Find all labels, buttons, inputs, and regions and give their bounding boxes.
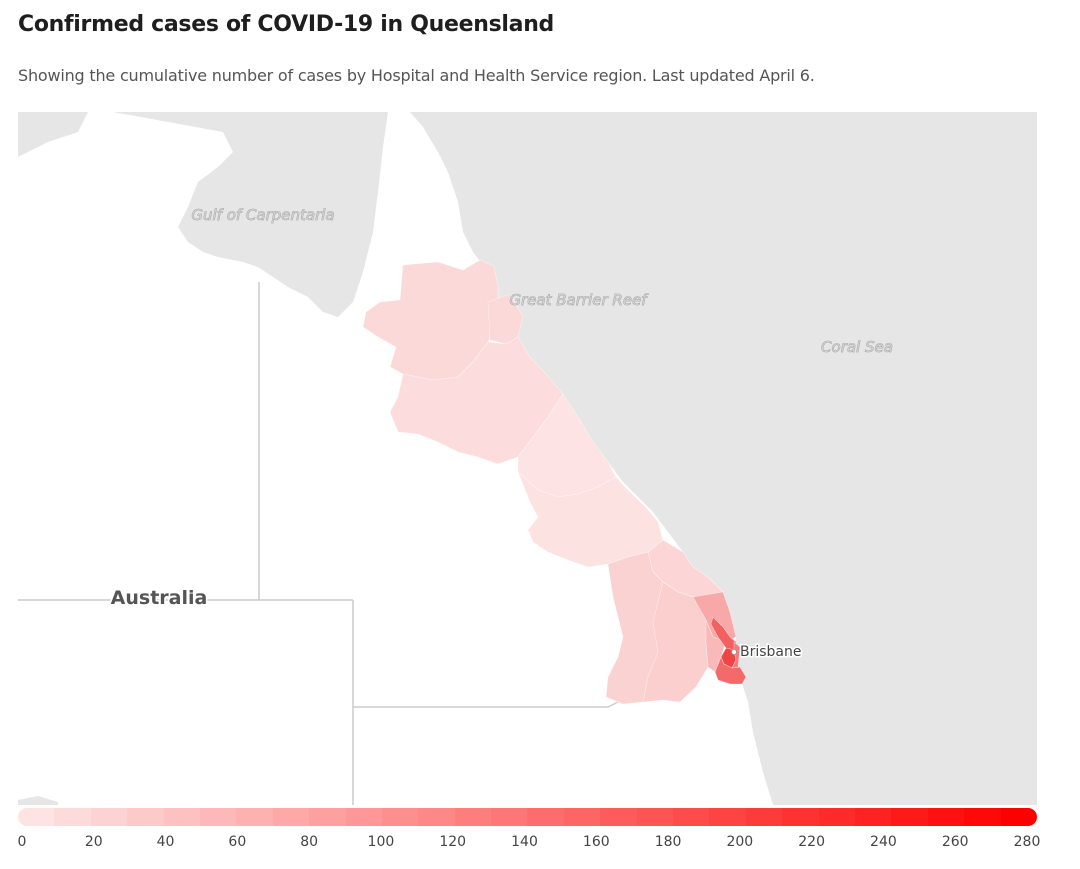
legend-segment [563,808,601,826]
water-top-left [18,112,88,157]
label-coral-sea: Coral Sea [821,338,893,356]
legend-segment [636,808,674,826]
legend-segment [236,808,273,826]
legend-segment [1000,808,1037,826]
legend-segment [272,808,310,826]
legend-segment [600,808,637,826]
legend-tick-label: 40 [156,834,175,850]
legend-tick-label: 60 [228,834,247,850]
label-great-barrier-reef: Great Barrier Reef [509,291,649,309]
legend-tick-label: 180 [654,834,682,850]
color-legend: 0 20 40 60 80 100 120 140 160 180 200 220 240 260 280 [18,808,1040,850]
legend-segment [54,808,91,826]
label-brisbane: Brisbane [740,644,802,660]
legend-tick-label: 20 [84,834,103,850]
legend-tick-label: 0 [17,834,27,850]
legend-tick-label: 280 [1013,834,1041,850]
region-gold-coast[interactable] [714,656,747,685]
water-bottom-left [18,796,58,805]
legend-tick-label: 160 [582,834,610,850]
legend-segment [927,808,965,826]
chart-title: Confirmed cases of COVID-19 in Queenslan… [18,12,555,37]
legend-segment [527,808,564,826]
hhs-regions[interactable] [362,259,747,705]
legend-segment [309,808,346,826]
legend-tick-label: 200 [726,834,754,850]
border-qld-nsw [353,701,619,708]
legend-segment [491,808,528,826]
legend-segment [854,808,892,826]
legend-segment [418,808,455,826]
legend-tick-label: 260 [941,834,969,850]
state-borders [18,282,619,805]
legend-segment [454,808,492,826]
legend-segment [891,808,928,826]
chart-subtitle: Showing the cumulative number of cases b… [18,66,815,85]
legend-tick-label: 220 [798,834,826,850]
legend-segment [18,808,55,826]
legend-gradient-bar [18,808,1037,826]
water-gulf-of-carpentaria [113,112,388,317]
legend-tick-labels: 0 20 40 60 80 100 120 140 160 180 200 220 240 260 280 [17,834,1041,854]
legend-segment [381,808,419,826]
legend-tick-label: 240 [870,834,897,850]
legend-segment [163,808,200,826]
brisbane-marker[interactable] [731,649,737,655]
legend-segment [127,808,164,826]
map-area[interactable]: Gulf of Carpentaria Great Barrier Reef C… [18,112,1037,805]
legend-tick-label: 120 [439,834,467,850]
legend-segment [964,808,1001,826]
water-coral-sea [410,112,1037,805]
legend-segment [818,808,855,826]
legend-segment [709,808,746,826]
legend-segment [199,808,237,826]
legend-tick-label: 80 [300,834,319,850]
legend-segment [745,808,783,826]
legend-segment [673,808,710,826]
map-svg[interactable]: Gulf of Carpentaria Great Barrier Reef C… [18,112,1037,805]
label-gulf-of-carpentaria: Gulf of Carpentaria [191,206,334,224]
legend-tick-label: 100 [367,834,395,850]
legend-tick-label: 140 [511,834,538,850]
legend-segment [345,808,382,826]
legend-segment [782,808,819,826]
legend-segment [90,808,128,826]
label-australia: Australia [111,587,208,609]
